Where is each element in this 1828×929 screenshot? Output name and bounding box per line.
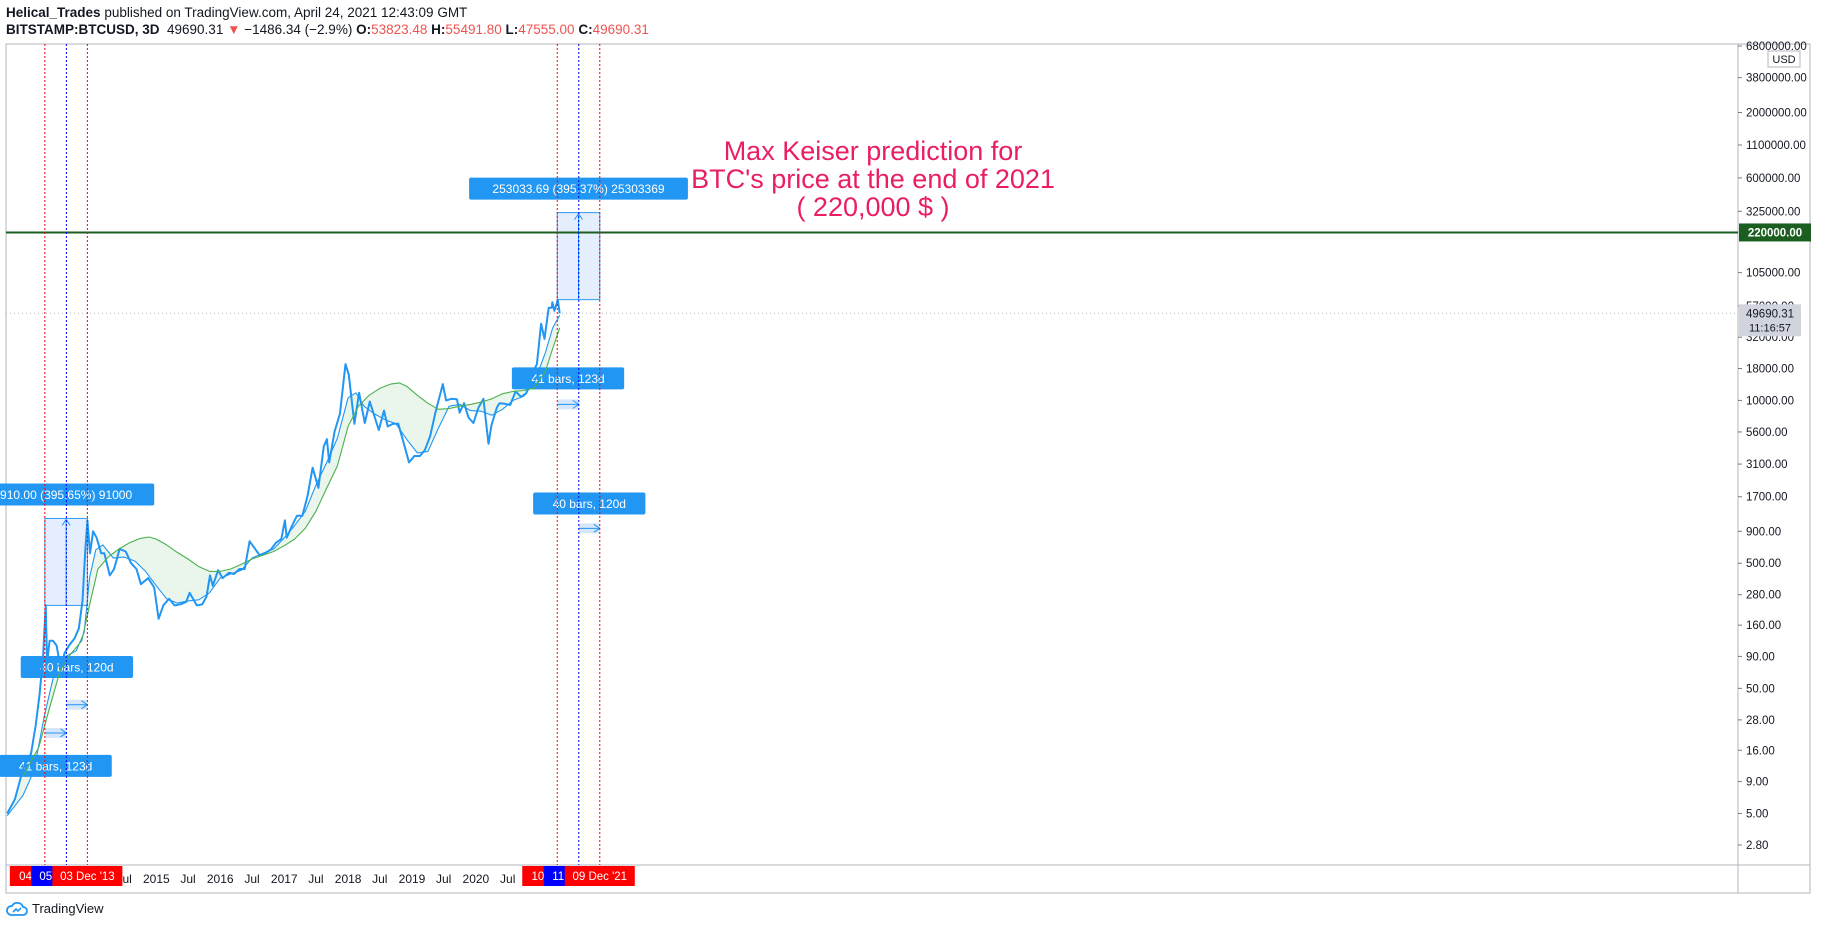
y-tick-label: 50.00	[1746, 683, 1775, 695]
open-value: 53823.48	[371, 22, 428, 37]
annotation-line: Max Keiser prediction for	[724, 136, 1023, 166]
y-tick-label: 18000.00	[1746, 363, 1794, 375]
author-name[interactable]: Helical_Trades	[6, 5, 101, 20]
ma_slow-line	[22, 327, 561, 777]
x-tick-label: Jul	[500, 872, 515, 886]
y-tick-label: 1100000.00	[1746, 140, 1806, 152]
x-tick-label: Jul	[180, 872, 195, 886]
y-tick-label: 900.00	[1746, 526, 1781, 538]
date-tag	[52, 866, 123, 886]
annotation-line: ( 220,000 $ )	[796, 192, 949, 222]
symbol-label: BITSTAMP:BTCUSD, 3D	[6, 22, 160, 37]
close-value: 49690.31	[592, 22, 649, 37]
label-box	[533, 492, 646, 515]
y-tick-label: 6800000.00	[1746, 41, 1807, 53]
publish-info: published on TradingView.com, April 24, …	[104, 5, 468, 20]
date-tag-text: 09 Dec '21	[572, 871, 627, 883]
y-tick-label: 5.00	[1746, 808, 1768, 820]
label-text: 40 bars, 120d	[40, 661, 113, 675]
x-tick-label: 2016	[207, 872, 234, 886]
y-tick-label: 3100.00	[1746, 459, 1788, 471]
price-line	[6, 299, 561, 814]
label-text: 41 bars, 123d	[19, 759, 92, 773]
currency-box	[1767, 50, 1801, 68]
x-tick-label: Jul	[244, 872, 259, 886]
close-label: C:	[578, 22, 593, 37]
y-tick-label: 2000000.00	[1746, 108, 1807, 120]
price-change: −1486.34 (−2.9%)	[244, 22, 353, 37]
arrow-head	[61, 518, 71, 526]
x-tick-label: Jul	[372, 872, 387, 886]
date-range-label: 40 bars, 120d	[20, 656, 134, 679]
high-label: H:	[431, 22, 446, 37]
publish-line: Helical_Trades published on TradingView.…	[6, 4, 649, 21]
y-tick-label: 5600.00	[1746, 427, 1788, 439]
chart-frame	[5, 43, 1811, 894]
x-tick-label: 2017	[271, 872, 298, 886]
footer-brand[interactable]: TradingView	[32, 901, 104, 916]
y-tick-label: 325000.00	[1746, 206, 1800, 218]
y-tick-label: 2.80	[1746, 840, 1768, 852]
ma_fast-line	[6, 314, 561, 817]
y-tick-label: 3800000.00	[1746, 73, 1807, 85]
y-tick-label: 280.00	[1746, 590, 1781, 602]
chart-header: Helical_Trades published on TradingView.…	[6, 4, 649, 38]
down-arrow-icon: ▼	[227, 22, 241, 37]
label-box	[511, 367, 625, 390]
target-price-tag	[1739, 223, 1811, 242]
last-price: 49690.31	[167, 22, 224, 37]
y-tick-label: 1700.00	[1746, 492, 1788, 504]
label-text: 40 bars, 120d	[553, 497, 626, 511]
low-value: 47555.00	[518, 22, 575, 37]
y-tick-label: 16.00	[1746, 745, 1775, 757]
target-price-text: 220000.00	[1748, 227, 1802, 239]
y-tick-label: 28.00	[1746, 715, 1775, 727]
y-tick-label: 160.00	[1746, 620, 1781, 632]
bar-countdown: 11:16:57	[1749, 322, 1791, 334]
y-tick-label: 10000.00	[1746, 395, 1794, 407]
date-range-label: 40 bars, 120d	[533, 492, 646, 515]
ohlc-line: BITSTAMP:BTCUSD, 3D 49690.31 ▼ −1486.34 …	[6, 21, 649, 38]
x-tick-label: 2018	[335, 872, 362, 886]
currency-label: USD	[1772, 54, 1795, 66]
low-label: L:	[505, 22, 519, 37]
label-text: 910.00 (395.65%) 91000	[0, 488, 132, 502]
last-price-tag	[1739, 304, 1801, 337]
x-tick-label: 2015	[143, 872, 170, 886]
x-tick-label: 2019	[399, 872, 426, 886]
label-box	[0, 754, 112, 777]
date-range-label: 41 bars, 123d	[511, 367, 625, 390]
x-tick-label: Jul	[308, 872, 323, 886]
x-tick-label: Jul	[436, 872, 451, 886]
label-box	[20, 656, 134, 679]
y-tick-label: 600000.00	[1746, 173, 1800, 185]
tradingview-cloud-icon[interactable]	[6, 901, 28, 916]
date-tag-text: 03 Dec '13	[60, 871, 115, 883]
y-tick-label: 9.00	[1746, 777, 1768, 789]
annotation-line: BTC's price at the end of 2021	[691, 164, 1055, 194]
y-tick-label: 500.00	[1746, 558, 1781, 570]
footer: TradingView	[6, 901, 104, 916]
date-tag	[564, 866, 635, 886]
y-tick-label: 90.00	[1746, 651, 1775, 663]
label-box	[0, 483, 155, 506]
y-tick-label: 105000.00	[1746, 268, 1800, 280]
x-tick-label: 2020	[463, 872, 490, 886]
label-text: 41 bars, 123d	[531, 372, 604, 386]
open-label: O:	[356, 22, 372, 37]
date-range-label: 41 bars, 123d	[0, 754, 112, 777]
price-range-label: 910.00 (395.65%) 91000	[0, 483, 155, 506]
ma-cloud-fill	[7, 315, 560, 816]
last-price-text: 49690.31	[1746, 308, 1794, 320]
high-value: 55491.80	[445, 22, 502, 37]
